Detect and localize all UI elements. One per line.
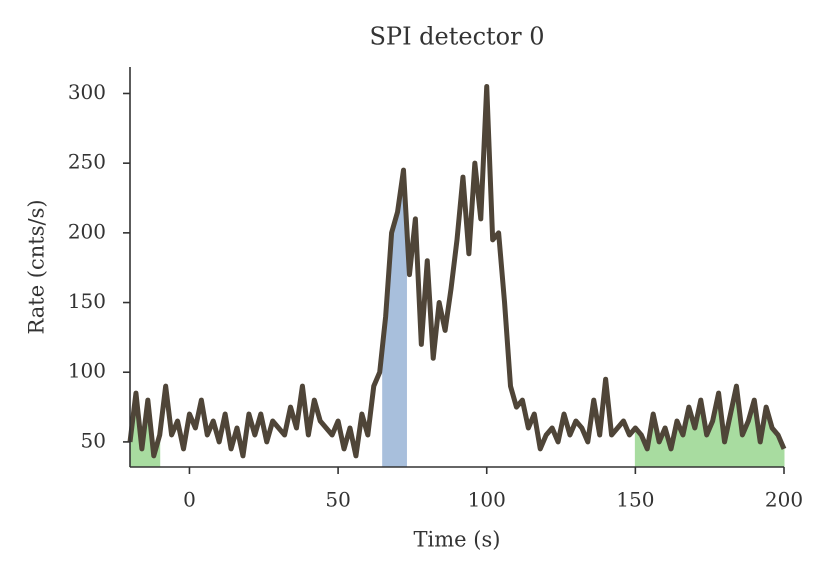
y-tick-label: 150 [68, 289, 106, 313]
x-tick-label: 50 [325, 488, 350, 512]
y-axis-label: Rate (cnts/s) [25, 199, 49, 334]
x-tick-label: 200 [765, 488, 803, 512]
y-tick-label: 50 [81, 428, 106, 452]
x-tick-label: 150 [616, 488, 654, 512]
chart-title: SPI detector 0 [369, 23, 544, 51]
x-tick-label: 100 [468, 488, 506, 512]
plot [127, 84, 787, 459]
y-tick-label: 300 [68, 80, 106, 104]
y-tick-label: 200 [68, 219, 106, 243]
y-tick-label: 100 [68, 359, 106, 383]
y-tick-label: 250 [68, 150, 106, 174]
light-curve [127, 84, 787, 459]
x-axis-label: Time (s) [414, 528, 501, 552]
x-tick-label: 0 [183, 488, 196, 512]
